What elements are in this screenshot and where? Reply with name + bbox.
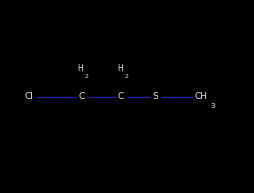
Text: CH: CH — [194, 92, 207, 101]
Text: C: C — [78, 92, 84, 101]
Text: 2: 2 — [84, 74, 88, 79]
Text: 2: 2 — [124, 74, 128, 79]
Text: Cl: Cl — [25, 92, 34, 101]
Text: S: S — [152, 92, 158, 101]
Text: C: C — [118, 92, 124, 101]
Text: H: H — [77, 64, 83, 73]
Text: 3: 3 — [210, 103, 214, 109]
Text: H: H — [117, 64, 122, 73]
